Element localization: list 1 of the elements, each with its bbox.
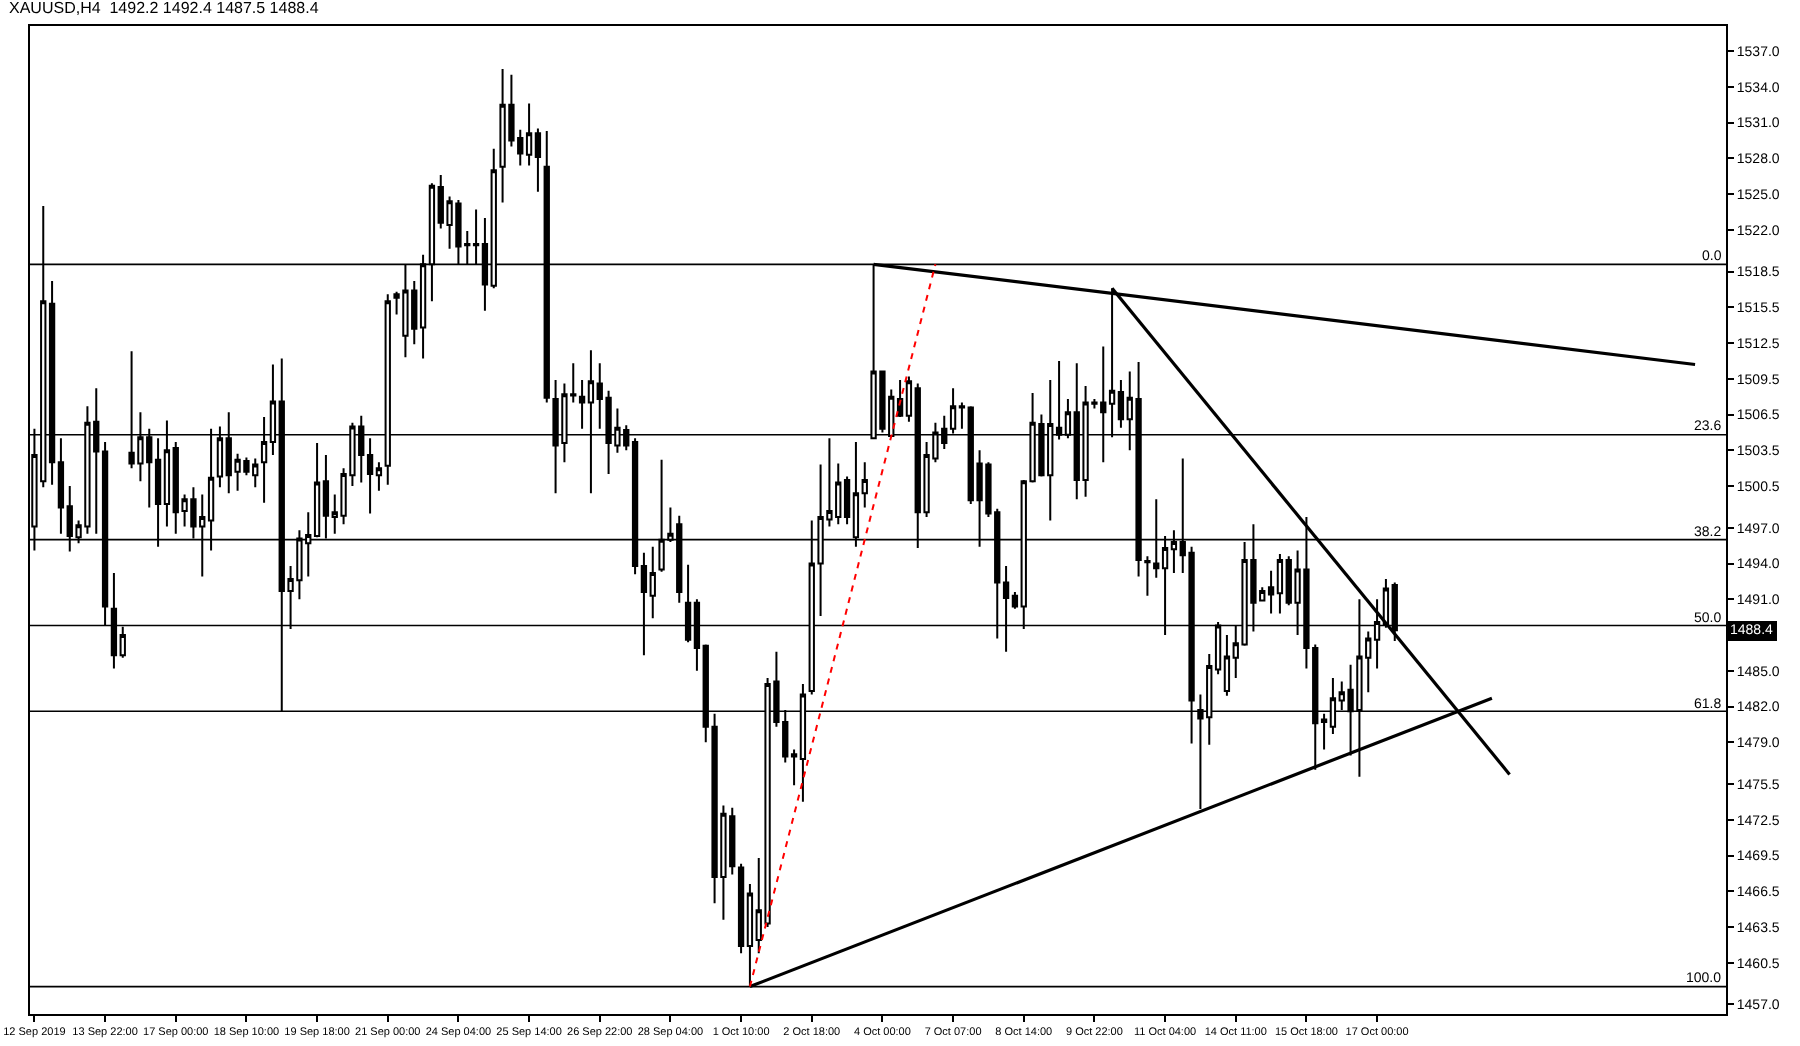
chart-title: XAUUSD,H4 1492.2 1492.4 1487.5 1488.4 <box>9 0 320 18</box>
